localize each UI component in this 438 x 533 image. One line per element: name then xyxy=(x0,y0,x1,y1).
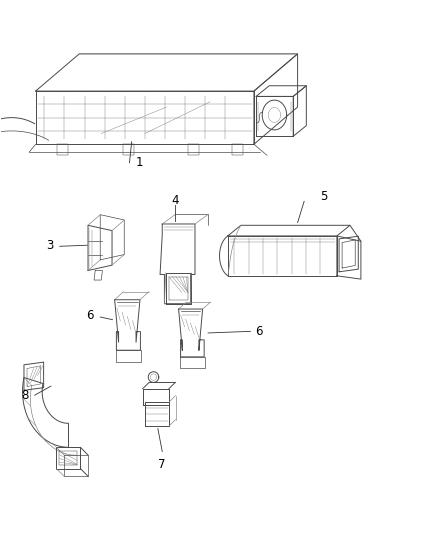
Text: 6: 6 xyxy=(255,325,262,338)
Text: 4: 4 xyxy=(172,194,179,207)
Text: 7: 7 xyxy=(159,458,166,471)
Text: 6: 6 xyxy=(86,310,94,322)
Text: 1: 1 xyxy=(136,156,144,169)
Text: 5: 5 xyxy=(320,190,328,203)
Text: 3: 3 xyxy=(46,239,53,252)
Text: 8: 8 xyxy=(22,389,29,402)
